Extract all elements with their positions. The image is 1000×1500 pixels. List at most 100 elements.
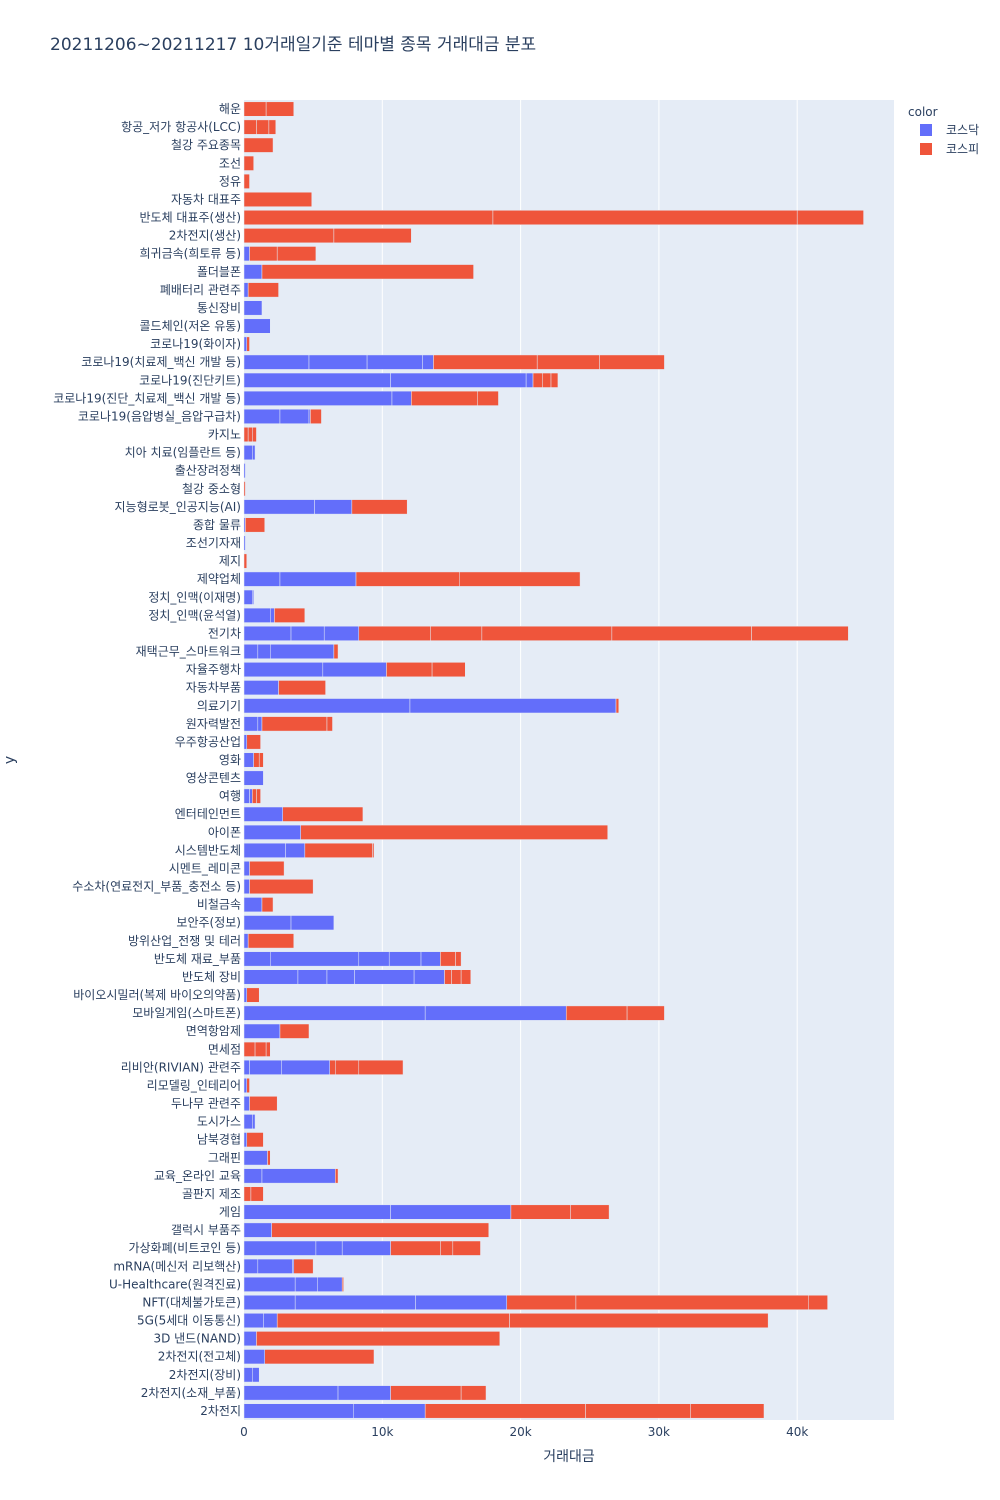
bar-segment[interactable] [615, 698, 620, 714]
bar-segment[interactable] [243, 734, 248, 750]
bar-segment[interactable] [243, 336, 248, 352]
bar-segment[interactable] [243, 915, 292, 931]
bar-segment[interactable] [243, 1331, 257, 1347]
bar-segment[interactable] [243, 806, 283, 822]
bar-segment[interactable] [243, 698, 411, 714]
bar-segment[interactable] [243, 933, 249, 949]
bar-segment[interactable] [626, 1005, 665, 1021]
bar-segment[interactable] [243, 571, 281, 587]
bar-segment[interactable] [243, 951, 271, 967]
bar-segment[interactable] [258, 752, 264, 768]
bar-segment[interactable] [390, 1204, 512, 1220]
bar-segment[interactable] [243, 1313, 264, 1329]
bar-segment[interactable] [243, 897, 263, 913]
bar-segment[interactable] [536, 354, 600, 370]
bar-segment[interactable] [424, 1005, 567, 1021]
bar-segment[interactable] [424, 1403, 586, 1419]
bar-segment[interactable] [440, 1240, 454, 1256]
bar-segment[interactable] [243, 155, 254, 171]
bar-segment[interactable] [366, 354, 423, 370]
bar-segment[interactable] [796, 210, 864, 226]
bar-segment[interactable] [279, 408, 310, 424]
bar-segment[interactable] [243, 662, 324, 678]
bar-segment[interactable] [243, 1222, 272, 1238]
bar-segment[interactable] [243, 300, 263, 316]
bar-segment[interactable] [243, 1186, 252, 1202]
bar-segment[interactable] [257, 716, 263, 732]
bar-segment[interactable] [274, 607, 306, 623]
bar-segment[interactable] [243, 264, 263, 280]
bar-segment[interactable] [247, 933, 295, 949]
bar-segment[interactable] [261, 716, 328, 732]
bar-segment[interactable] [459, 571, 581, 587]
bar-segment[interactable] [278, 680, 326, 696]
bar-segment[interactable] [430, 625, 483, 641]
bar-segment[interactable] [333, 644, 339, 659]
bar-segment[interactable] [279, 571, 357, 587]
bar-segment[interactable] [386, 662, 433, 678]
bar-segment[interactable] [294, 1294, 416, 1310]
bar-segment[interactable] [315, 1240, 343, 1256]
bar-segment[interactable] [294, 1276, 318, 1292]
bar-segment[interactable] [243, 861, 250, 876]
bar-segment[interactable] [263, 1313, 278, 1329]
bar-segment[interactable] [341, 1276, 344, 1292]
bar-segment[interactable] [542, 372, 552, 388]
bar-segment[interactable] [420, 951, 441, 967]
bar-segment[interactable] [570, 1204, 610, 1220]
bar-segment[interactable] [354, 969, 415, 985]
bar-segment[interactable] [335, 1059, 360, 1075]
bar-segment[interactable] [326, 716, 333, 732]
bar-segment[interactable] [243, 1403, 354, 1419]
bar-segment[interactable] [249, 788, 253, 804]
bar-segment[interactable] [243, 228, 335, 244]
bar-segment[interactable] [243, 318, 271, 334]
bar-segment[interactable] [433, 354, 538, 370]
bar-segment[interactable] [585, 1403, 691, 1419]
bar-segment[interactable] [510, 1204, 571, 1220]
bar-segment[interactable] [243, 788, 250, 804]
bar-segment[interactable] [243, 210, 494, 226]
bar-segment[interactable] [281, 1059, 330, 1075]
bar-segment[interactable] [285, 842, 306, 858]
bar-segment[interactable] [335, 1168, 339, 1184]
bar-segment[interactable] [611, 625, 752, 641]
bar-segment[interactable] [314, 499, 353, 515]
bar-segment[interactable] [270, 607, 275, 623]
bar-segment[interactable] [243, 589, 253, 605]
bar-segment[interactable] [297, 969, 328, 985]
bar-segment[interactable] [256, 1331, 501, 1347]
bar-segment[interactable] [276, 1313, 510, 1329]
bar-segment[interactable] [808, 1294, 828, 1310]
bar-segment[interactable] [249, 861, 285, 876]
bar-segment[interactable] [422, 354, 434, 370]
bar-segment[interactable] [532, 372, 543, 388]
bar-segment[interactable] [267, 1150, 271, 1166]
bar-segment[interactable] [243, 824, 301, 840]
bar-segment[interactable] [243, 1059, 250, 1075]
bar-segment[interactable] [304, 842, 373, 858]
bar-segment[interactable] [243, 408, 281, 424]
bar-segment[interactable] [444, 969, 452, 985]
bar-segment[interactable] [243, 553, 248, 569]
bar-segment[interactable] [243, 390, 393, 406]
bar-segment[interactable] [358, 951, 390, 967]
bar-segment[interactable] [455, 951, 462, 967]
bar-segment[interactable] [451, 969, 462, 985]
bar-segment[interactable] [326, 969, 355, 985]
bar-segment[interactable] [246, 987, 260, 1003]
bar-segment[interactable] [431, 662, 466, 678]
bar-segment[interactable] [243, 1349, 265, 1365]
bar-segment[interactable] [243, 1204, 391, 1220]
bar-segment[interactable] [525, 372, 534, 388]
bar-segment[interactable] [690, 1403, 765, 1419]
bar-segment[interactable] [243, 427, 249, 443]
bar-segment[interactable] [252, 589, 254, 605]
bar-segment[interactable] [300, 824, 608, 840]
bar-segment[interactable] [252, 1367, 260, 1383]
bar-segment[interactable] [243, 879, 250, 895]
bar-segment[interactable] [256, 119, 270, 135]
bar-segment[interactable] [751, 625, 849, 641]
bar-segment[interactable] [247, 427, 253, 443]
bar-segment[interactable] [265, 101, 295, 117]
